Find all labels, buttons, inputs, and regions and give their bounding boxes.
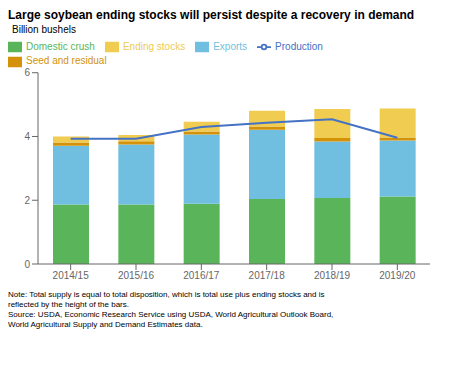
svg-text:2017/18: 2017/18 (249, 270, 286, 281)
html-text:Domestic crush: Domestic crush (26, 41, 95, 52)
html-text:Note: Total supply is equal to: Note: Total supply is equal to total dis… (8, 290, 334, 329)
svg-text:4: 4 (24, 131, 30, 142)
svg-text:2014/15: 2014/15 (53, 270, 90, 281)
html-text:Exports: Exports (213, 41, 248, 52)
svg-text:6: 6 (24, 67, 30, 78)
svg-text:0: 0 (24, 259, 30, 270)
html-text:Production: Production (275, 41, 323, 52)
html-text:Ending stocks: Ending stocks (122, 41, 186, 52)
html-text:Large soybean ending stocks wi: Large soybean ending stocks will persist… (8, 8, 415, 22)
svg-text:2016/17: 2016/17 (183, 270, 220, 281)
html-text:Seed and residual: Seed and residual (26, 55, 107, 67)
svg-text:2015/16: 2015/16 (118, 270, 155, 281)
svg-text:2019/20: 2019/20 (379, 270, 416, 281)
svg-text:2018/19: 2018/19 (314, 270, 351, 281)
svg-text:2: 2 (24, 195, 30, 206)
html-text:Billion bushels: Billion bushels (12, 24, 76, 35)
